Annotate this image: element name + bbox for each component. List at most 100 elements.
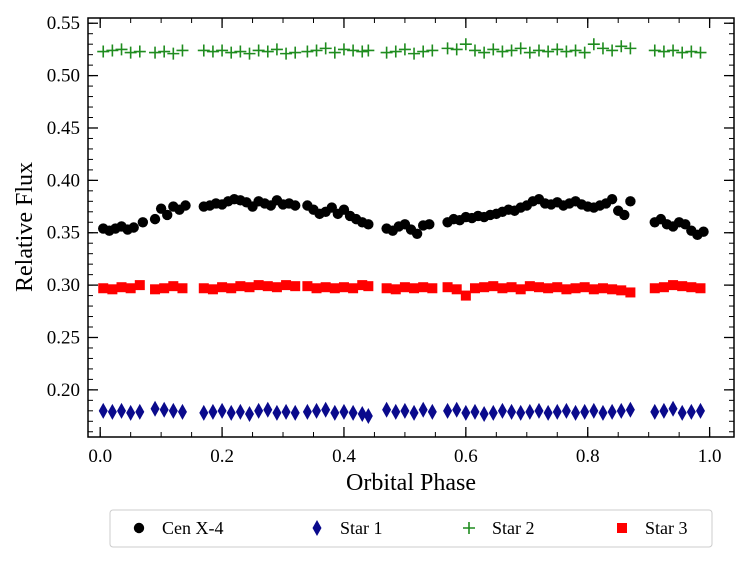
star-1-point bbox=[150, 400, 160, 417]
cen-x-4-point bbox=[606, 194, 618, 205]
star-3-point bbox=[125, 283, 136, 294]
star-3-point bbox=[338, 282, 349, 293]
star-2-point bbox=[319, 42, 332, 55]
y-tick-label: 0.25 bbox=[47, 327, 80, 348]
star-1-point bbox=[534, 402, 544, 419]
cen-x-4-point bbox=[424, 219, 435, 230]
y-tick-label: 0.35 bbox=[47, 223, 80, 244]
star-2-point bbox=[389, 45, 402, 58]
star-3-point bbox=[281, 280, 292, 291]
star-3-point bbox=[524, 281, 535, 292]
y-tick-label: 0.50 bbox=[47, 66, 80, 87]
star-3-point bbox=[649, 283, 660, 294]
star-1-point bbox=[695, 402, 705, 419]
legend-entry-star-1: Star 1 bbox=[312, 518, 383, 538]
star-1-point bbox=[686, 403, 696, 420]
star-2-point bbox=[310, 44, 323, 57]
star-2-point bbox=[301, 45, 314, 58]
star-2-point bbox=[225, 46, 238, 59]
star-3-point bbox=[290, 281, 301, 292]
legend-marker-star-1 bbox=[312, 520, 322, 536]
star-3-point bbox=[235, 281, 246, 292]
star-1-point bbox=[391, 403, 401, 420]
series-star-1 bbox=[98, 400, 705, 425]
star-2-point bbox=[542, 45, 555, 58]
star-3-point bbox=[515, 284, 526, 295]
y-axis-title: Relative Flux bbox=[12, 162, 38, 292]
star-3-point bbox=[418, 282, 429, 293]
star-1-point bbox=[525, 403, 535, 420]
star-3-point bbox=[597, 283, 608, 294]
star-2-point bbox=[615, 40, 628, 53]
star-1-point bbox=[409, 404, 419, 421]
cen-x-4-point bbox=[698, 226, 709, 237]
star-2-point bbox=[347, 44, 360, 57]
star-3-point bbox=[198, 283, 209, 294]
star-1-point bbox=[418, 401, 428, 418]
x-tick-label: 0.8 bbox=[576, 446, 600, 467]
star-1-point bbox=[580, 403, 590, 420]
star-2-point bbox=[206, 45, 219, 58]
cen-x-4-point bbox=[411, 228, 423, 239]
tick-labels: 0.0 0.2 0.4 0.6 0.8 1.0 0.20 0.25 0.30 0.35 0.40 0.… bbox=[47, 13, 722, 467]
star-1-point bbox=[382, 401, 392, 418]
star-3-point bbox=[588, 284, 599, 295]
star-3-point bbox=[677, 281, 688, 292]
star-3-point bbox=[625, 287, 636, 298]
legend: Cen X-4 Star 1 Star 2 Star 3 bbox=[109, 509, 713, 548]
star-3-point bbox=[262, 281, 273, 292]
star-1-point bbox=[363, 408, 373, 425]
star-3-point bbox=[207, 284, 218, 295]
x-tick-label: 0.6 bbox=[454, 446, 478, 467]
star-3-point bbox=[451, 284, 462, 295]
star-1-point bbox=[272, 404, 282, 421]
star-2-point bbox=[606, 44, 619, 57]
star-3-point bbox=[469, 283, 480, 294]
legend-marker-cen-x-4 bbox=[133, 522, 145, 534]
star-2-point bbox=[398, 43, 411, 56]
star-3-point bbox=[177, 283, 188, 294]
star-1-point bbox=[135, 403, 145, 420]
star-3-point bbox=[607, 284, 618, 295]
y-tick-label: 0.20 bbox=[47, 380, 80, 401]
y-tick-label: 0.55 bbox=[47, 13, 80, 34]
star-1-point bbox=[245, 405, 254, 422]
star-2-point bbox=[667, 44, 680, 57]
legend-label-star-1: Star 1 bbox=[340, 518, 383, 538]
star-3-point bbox=[658, 282, 669, 293]
star-3-point bbox=[159, 283, 170, 294]
star-2-point bbox=[289, 46, 302, 59]
legend-label-star-3: Star 3 bbox=[645, 518, 688, 538]
star-2-point bbox=[124, 46, 137, 59]
star-2-point bbox=[587, 38, 600, 51]
star-1-point bbox=[199, 404, 209, 421]
legend-entry-star-2: Star 2 bbox=[463, 518, 535, 538]
legend-label-star-2: Star 2 bbox=[492, 518, 535, 538]
star-1-point bbox=[461, 404, 471, 421]
star-2-point bbox=[328, 46, 341, 59]
star-1-point bbox=[117, 402, 127, 419]
star-3-point bbox=[616, 285, 627, 296]
star-2-point bbox=[596, 42, 609, 55]
legend-marker-star-3 bbox=[617, 523, 627, 533]
star-2-point bbox=[496, 45, 509, 58]
star-1-point bbox=[571, 404, 581, 421]
star-1-point bbox=[650, 403, 660, 420]
star-3-point bbox=[409, 283, 420, 294]
cen-x-4-point bbox=[619, 209, 630, 221]
star-3-point bbox=[348, 283, 359, 294]
star-2-point bbox=[197, 44, 210, 57]
star-2-point bbox=[676, 46, 689, 59]
star-2-point bbox=[97, 45, 110, 58]
star-2-point bbox=[149, 46, 162, 59]
star-1-point bbox=[452, 401, 462, 418]
star-1-point bbox=[226, 404, 236, 421]
star-1-point bbox=[321, 401, 331, 418]
x-tick-label: 0.2 bbox=[210, 446, 234, 467]
star-3-point bbox=[116, 282, 127, 293]
star-2-point bbox=[478, 46, 491, 59]
star-1-point bbox=[290, 404, 300, 421]
star-3-point bbox=[244, 282, 255, 293]
star-2-point bbox=[243, 47, 256, 60]
star-3-point bbox=[226, 283, 237, 294]
